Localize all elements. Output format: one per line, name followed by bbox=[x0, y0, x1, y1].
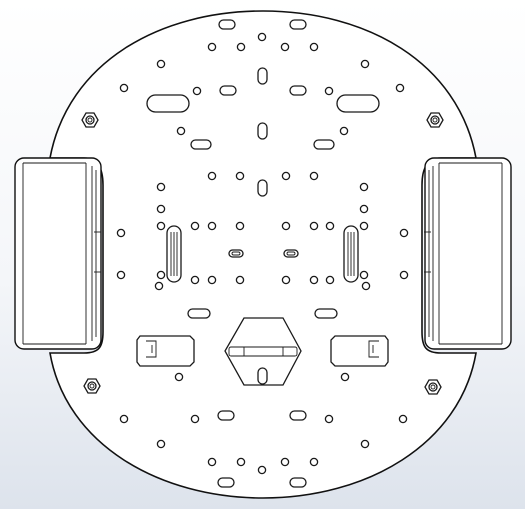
hex-standoff-top-left bbox=[81, 112, 99, 128]
mounting-hole bbox=[399, 270, 409, 280]
mounting-hole bbox=[235, 275, 245, 285]
mounting-hole bbox=[257, 465, 267, 475]
mounting-hole bbox=[309, 457, 319, 467]
mounting-hole bbox=[340, 372, 350, 382]
mounting-hole bbox=[359, 270, 369, 280]
mounting-hole bbox=[324, 414, 334, 424]
motor-bracket-slots bbox=[166, 225, 359, 283]
mounting-hole bbox=[156, 59, 166, 69]
hex-standoff-top-right bbox=[426, 112, 444, 128]
mounting-hole bbox=[176, 126, 186, 136]
mounting-hole bbox=[309, 42, 319, 52]
mounting-hole bbox=[309, 171, 319, 181]
mounting-hole bbox=[190, 221, 200, 231]
mounting-hole bbox=[280, 42, 290, 52]
mounting-hole bbox=[156, 182, 166, 192]
left-wheel bbox=[14, 157, 102, 350]
mounting-hole bbox=[398, 414, 408, 424]
mounting-hole bbox=[207, 42, 217, 52]
center-nut-slots bbox=[228, 249, 299, 258]
mounting-hole bbox=[235, 221, 245, 231]
mounting-hole bbox=[359, 182, 369, 192]
mounting-hole bbox=[116, 228, 126, 238]
center-hex-cutout bbox=[224, 317, 302, 386]
vertical-slots bbox=[257, 67, 268, 385]
mounting-hole bbox=[399, 228, 409, 238]
mounting-hole bbox=[207, 275, 217, 285]
right-sensor-cutout bbox=[330, 335, 389, 367]
mounting-hole bbox=[192, 86, 202, 96]
mounting-hole bbox=[235, 171, 245, 181]
mounting-hole bbox=[309, 275, 319, 285]
mounting-hole bbox=[325, 275, 335, 285]
right-wheel bbox=[424, 157, 512, 350]
mounting-holes bbox=[116, 32, 409, 475]
mounting-hole bbox=[339, 126, 349, 136]
mounting-hole bbox=[190, 275, 200, 285]
mounting-hole bbox=[359, 204, 369, 214]
mounting-hole bbox=[174, 372, 184, 382]
mounting-hole bbox=[116, 270, 126, 280]
mounting-hole bbox=[207, 221, 217, 231]
mounting-hole bbox=[360, 59, 370, 69]
mounting-hole bbox=[281, 275, 291, 285]
mounting-hole bbox=[207, 171, 217, 181]
large-slots bbox=[146, 94, 380, 113]
mounting-hole bbox=[156, 439, 166, 449]
mounting-hole bbox=[119, 414, 129, 424]
left-sensor-cutout bbox=[136, 335, 195, 367]
mounting-hole bbox=[360, 439, 370, 449]
mounting-hole bbox=[119, 83, 129, 93]
mounting-hole bbox=[361, 281, 371, 291]
mounting-hole bbox=[325, 221, 335, 231]
mounting-hole bbox=[281, 221, 291, 231]
hex-standoff-bottom-right bbox=[424, 379, 442, 395]
mounting-hole bbox=[156, 204, 166, 214]
mounting-hole bbox=[236, 457, 246, 467]
mounting-hole bbox=[257, 32, 267, 42]
mounting-hole bbox=[207, 457, 217, 467]
mounting-hole bbox=[309, 221, 319, 231]
hex-standoff-bottom-left bbox=[83, 378, 101, 394]
mounting-hole bbox=[280, 457, 290, 467]
mounting-hole bbox=[154, 281, 164, 291]
mounting-hole bbox=[190, 414, 200, 424]
mounting-hole bbox=[281, 171, 291, 181]
mounting-hole bbox=[359, 221, 369, 231]
mounting-hole bbox=[156, 221, 166, 231]
mounting-hole bbox=[324, 86, 334, 96]
mounting-hole bbox=[156, 270, 166, 280]
mounting-hole bbox=[236, 42, 246, 52]
mounting-hole bbox=[395, 83, 405, 93]
small-horizontal-slots bbox=[187, 19, 338, 488]
